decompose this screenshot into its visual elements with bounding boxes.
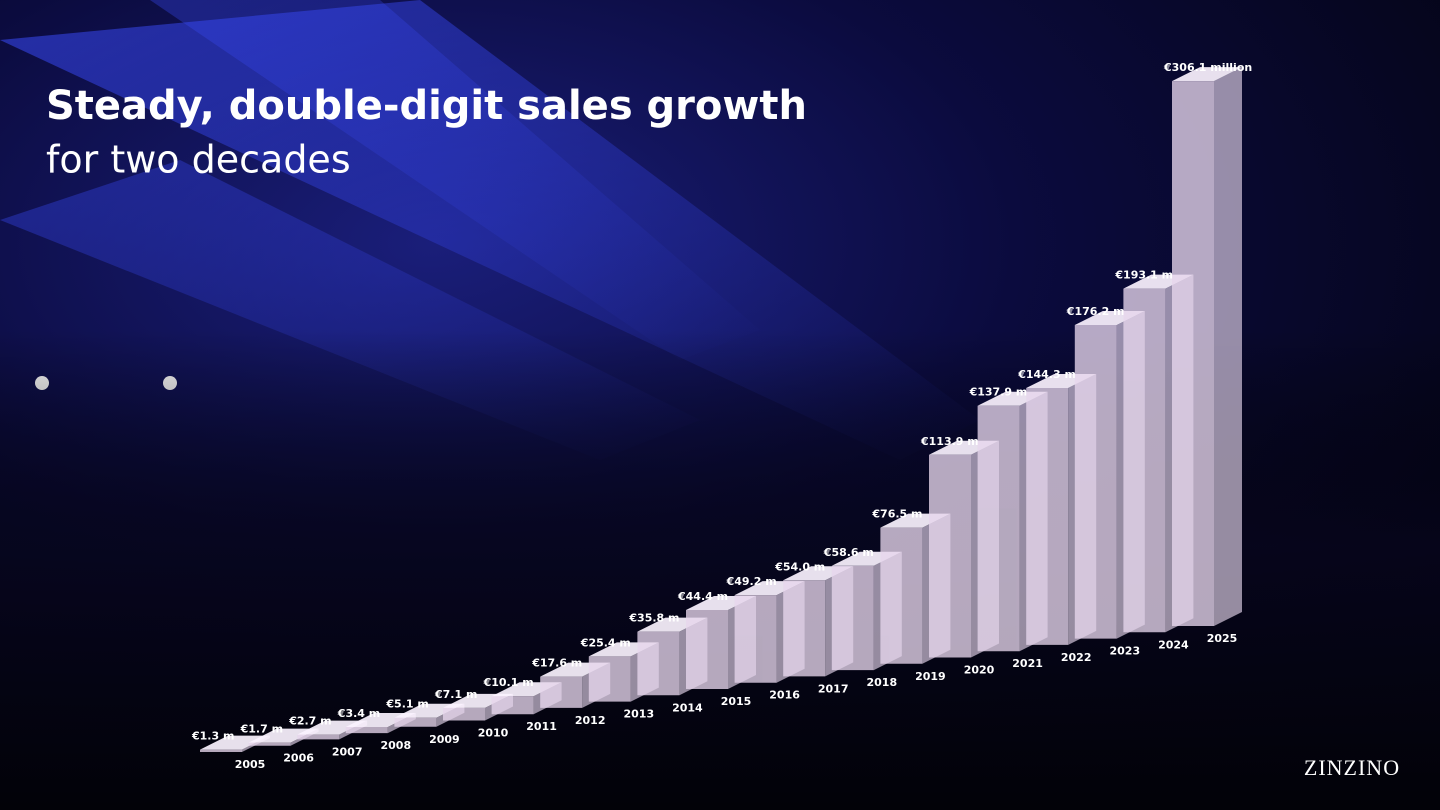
year-label: 2010 (478, 727, 509, 740)
value-label: €76.5 m (871, 508, 922, 521)
bar-front (783, 580, 826, 677)
year-label: 2023 (1109, 645, 1140, 658)
value-label: €1.3 m (191, 730, 234, 743)
year-label: 2022 (1061, 651, 1092, 664)
bar-front (977, 405, 1020, 652)
bar-top (1172, 67, 1242, 82)
year-label: 2006 (283, 752, 314, 765)
value-label: €193.1 m (1114, 269, 1173, 282)
bar (1172, 67, 1242, 627)
year-label: 2008 (380, 739, 411, 752)
year-label: 2024 (1158, 638, 1189, 651)
logo: ZINZINO (1304, 755, 1400, 780)
value-label: €137.9 m (969, 386, 1028, 399)
bar-front (1172, 81, 1214, 627)
bars: €1.3 m 2005 €1.7 m 2006 €2.7 m 2007 €3.4 m 2008… (191, 61, 1252, 771)
value-label: €5.1 m (385, 698, 428, 711)
year-label: 2012 (575, 714, 606, 727)
value-label: €3.4 m (337, 707, 380, 720)
value-label: €144.3 m (1017, 368, 1076, 381)
bar-front (1074, 324, 1117, 639)
value-label: €176.2 m (1066, 305, 1125, 318)
value-label: €10.1 m (483, 676, 534, 689)
value-label: €49.2 m (726, 575, 777, 588)
bar-side (1214, 67, 1242, 627)
value-label: €306.1 million (1163, 61, 1252, 74)
year-label: 2014 (672, 701, 703, 714)
bar-front (297, 734, 340, 740)
bar-front (1026, 388, 1069, 645)
bar-front (345, 727, 388, 734)
year-label: 2018 (866, 676, 897, 689)
chart-title: Steady, double-digit sales growth (46, 83, 807, 129)
bar-front (540, 676, 583, 708)
bar-front (588, 656, 631, 702)
value-label: €2.7 m (288, 715, 331, 728)
year-label: 2007 (332, 745, 363, 758)
value-label: €1.7 m (240, 723, 283, 736)
value-label: €17.6 m (531, 657, 582, 670)
year-label: 2020 (964, 664, 995, 677)
value-label: €113.9 m (920, 435, 979, 448)
bar-front (734, 595, 777, 683)
year-label: 2016 (769, 689, 800, 702)
bar-front (880, 527, 923, 664)
value-label: €25.4 m (580, 636, 631, 649)
year-label: 2011 (526, 720, 557, 733)
bar-top (248, 728, 319, 743)
value-label: €35.8 m (628, 612, 679, 625)
bar-front (686, 609, 728, 689)
chart-subtitle: for two decades (46, 138, 351, 182)
bar-top (297, 720, 368, 735)
year-label: 2013 (623, 708, 654, 721)
bar-front (394, 717, 437, 727)
value-label: €44.4 m (677, 590, 728, 603)
year-label: 2017 (818, 682, 849, 695)
year-label: 2005 (235, 758, 266, 771)
value-label: €7.1 m (434, 688, 477, 701)
year-label: 2019 (915, 670, 946, 683)
bar-front (929, 454, 971, 658)
year-label: 2025 (1207, 632, 1238, 645)
bar-front (1123, 288, 1166, 633)
year-label: 2015 (721, 695, 752, 708)
bar-front (491, 696, 534, 715)
bar-front (443, 707, 485, 721)
bar-front (200, 749, 242, 752)
year-label: 2021 (1012, 657, 1043, 670)
bar-front (248, 742, 291, 746)
bar-top (200, 735, 270, 750)
bar-front (831, 565, 874, 671)
year-label: 2009 (429, 733, 460, 746)
value-label: €54.0 m (774, 560, 825, 573)
bar-front (637, 631, 680, 696)
value-label: €58.6 m (823, 546, 874, 559)
